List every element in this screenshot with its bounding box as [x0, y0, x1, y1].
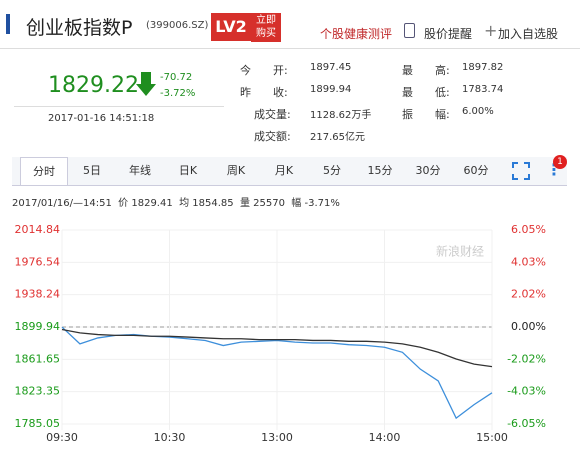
info-line: 2017/01/16/—14:51 价 1829.41 均 1854.85 量 …: [12, 198, 340, 209]
change-pct: -3.72%: [160, 88, 196, 99]
y-tick-label: 2014.84: [15, 223, 61, 236]
plus-icon: +: [484, 21, 498, 40]
y2-tick-label: 4.03%: [511, 255, 546, 268]
stat-value: 1897.45: [310, 62, 352, 73]
tab[interactable]: 60分: [463, 164, 489, 177]
divider: [14, 106, 224, 107]
y2-tick-label: 2.02%: [511, 288, 546, 301]
y2-tick-label: -2.02%: [507, 352, 546, 365]
stat-value: 1128.62万手: [310, 110, 372, 121]
badge: 1: [553, 155, 567, 169]
tab[interactable]: 月K: [274, 164, 294, 177]
stat-label: 昨 收:: [240, 86, 288, 99]
stat-label: 振 幅:: [402, 108, 450, 121]
tab-bar: [12, 157, 567, 186]
y2-tick-label: 0.00%: [511, 320, 546, 333]
health-link[interactable]: 个股健康测评: [320, 27, 393, 41]
y-tick-label: 1899.94: [15, 320, 61, 333]
stat-label: 成交额:: [254, 130, 291, 143]
stat-value: 217.65亿元: [310, 132, 365, 143]
watch-link[interactable]: 加入自选股: [498, 27, 559, 41]
series-line: [61, 328, 493, 368]
tab[interactable]: 日K: [178, 164, 198, 177]
x-tick-label: 15:00: [476, 431, 508, 444]
y2-tick-label: 6.05%: [511, 223, 546, 236]
series-line: [61, 326, 493, 420]
tab[interactable]: 分时: [20, 157, 68, 185]
down-arrow: [136, 72, 156, 96]
divider: [0, 48, 580, 49]
expand-icon[interactable]: [512, 162, 530, 180]
y2-tick-label: -6.05%: [507, 417, 546, 430]
buy-button[interactable]: 立即 购买: [251, 13, 281, 42]
lv2-badge[interactable]: LV2: [211, 13, 251, 41]
tab[interactable]: 周K: [226, 164, 246, 177]
change: -70.72: [160, 72, 193, 83]
y-tick-label: 1976.54: [15, 255, 61, 268]
y-tick-label: 1785.05: [15, 417, 61, 430]
stat-label: 成交量:: [254, 108, 291, 121]
x-tick-label: 13:00: [261, 431, 293, 444]
stat-value: 6.00%: [462, 106, 494, 117]
buy-line: 购买: [256, 28, 276, 39]
y-tick-label: 1938.24: [15, 288, 61, 301]
stat-label: 最 高:: [402, 64, 450, 77]
stat-value: 1899.94: [310, 84, 352, 95]
x-tick-label: 10:30: [154, 431, 186, 444]
price: 1829.22: [48, 73, 139, 98]
stat-label: 最 低:: [402, 86, 450, 99]
buy-line: 立即: [256, 15, 276, 26]
chart: 新浪财经 1785.05 1823.35 1861.65 1899.94 1938.24…: [15, 223, 547, 444]
stat-label: 今 开:: [240, 64, 288, 77]
tab[interactable]: 5日: [83, 164, 101, 177]
stat-value: 1783.74: [462, 84, 504, 95]
x-tick-label: 09:30: [46, 431, 78, 444]
tab[interactable]: 5分: [323, 164, 341, 177]
code: (399006.SZ): [146, 20, 209, 31]
x-tick-label: 14:00: [369, 431, 401, 444]
watermark: 新浪财经: [436, 244, 484, 259]
y2-tick-label: -4.03%: [507, 385, 546, 398]
tab[interactable]: 年线: [129, 164, 151, 177]
alert-link[interactable]: 股价提醒: [424, 27, 473, 41]
title: 创业板指数P: [26, 17, 133, 39]
phone-icon: [404, 23, 415, 38]
stat-value: 1897.82: [462, 62, 504, 73]
tab[interactable]: 30分: [415, 164, 441, 177]
y-tick-label: 1861.65: [15, 352, 61, 365]
y-tick-label: 1823.35: [15, 385, 61, 398]
quote-time: 2017-01-16 14:51:18: [48, 113, 155, 124]
tab[interactable]: 15分: [367, 164, 393, 177]
title-bar: [6, 14, 10, 34]
